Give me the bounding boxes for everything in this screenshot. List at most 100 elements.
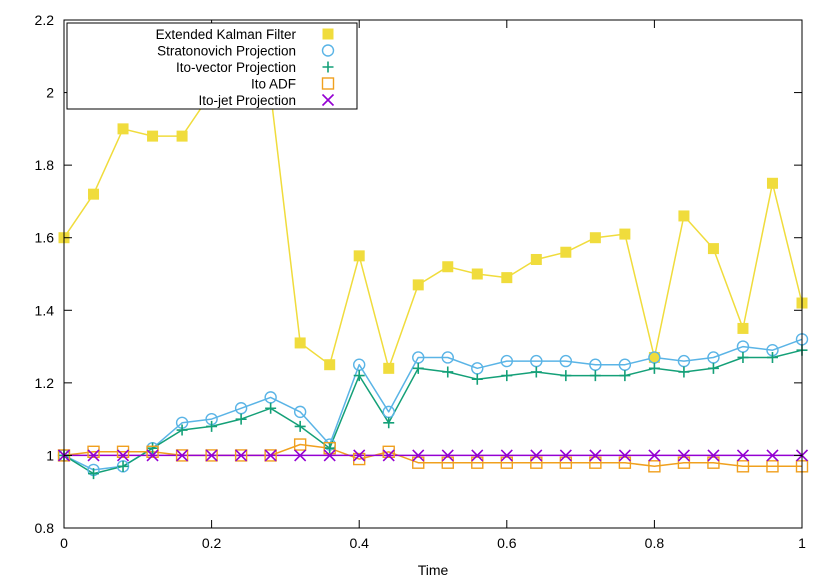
data-point bbox=[383, 417, 395, 429]
data-point bbox=[117, 123, 129, 135]
data-point bbox=[500, 354, 513, 368]
y-tick-label: 2 bbox=[46, 85, 54, 101]
data-point bbox=[412, 456, 425, 469]
data-point bbox=[294, 420, 306, 432]
data-point bbox=[264, 449, 277, 462]
y-tick-label: 0.8 bbox=[35, 520, 55, 536]
x-tick-label: 1 bbox=[798, 535, 806, 551]
data-point bbox=[176, 424, 188, 436]
data-point bbox=[678, 366, 690, 378]
data-point bbox=[471, 373, 483, 385]
legend-label: Ito-vector Projection bbox=[176, 60, 296, 75]
data-point bbox=[87, 445, 100, 458]
data-point bbox=[176, 130, 188, 142]
data-point bbox=[353, 449, 366, 462]
data-point bbox=[501, 370, 513, 382]
data-point bbox=[530, 456, 543, 469]
data-point bbox=[294, 337, 306, 349]
x-tick-label: 0.8 bbox=[645, 535, 665, 551]
data-point bbox=[677, 456, 691, 469]
data-point bbox=[500, 456, 513, 469]
data-point bbox=[618, 449, 631, 462]
data-point bbox=[234, 449, 248, 462]
data-point bbox=[323, 441, 336, 455]
data-point bbox=[737, 351, 749, 363]
data-point bbox=[736, 449, 750, 462]
data-point bbox=[500, 449, 513, 462]
data-point bbox=[441, 456, 454, 469]
data-point bbox=[559, 449, 572, 462]
data-point bbox=[559, 354, 573, 368]
data-point bbox=[559, 456, 573, 469]
legend-label: Ito-jet Projection bbox=[198, 93, 296, 108]
x-tick-label: 0.6 bbox=[497, 535, 517, 551]
legend-label: Ito ADF bbox=[251, 77, 296, 92]
x-tick-label: 0.4 bbox=[349, 535, 369, 551]
data-point bbox=[412, 449, 425, 462]
data-point bbox=[501, 272, 513, 284]
data-point bbox=[294, 449, 307, 462]
data-point bbox=[87, 449, 100, 462]
data-point bbox=[353, 250, 365, 262]
data-point bbox=[293, 405, 307, 419]
data-point bbox=[205, 449, 218, 462]
data-point bbox=[589, 232, 601, 244]
data-point bbox=[322, 28, 334, 40]
data-point bbox=[589, 449, 602, 462]
data-point bbox=[382, 449, 395, 462]
data-point bbox=[117, 460, 129, 472]
data-point bbox=[412, 362, 424, 374]
data-point bbox=[205, 449, 218, 462]
legend-box bbox=[66, 22, 358, 110]
data-point bbox=[707, 243, 719, 255]
data-point bbox=[146, 449, 159, 462]
data-point bbox=[648, 351, 660, 363]
data-point bbox=[471, 449, 484, 462]
y-tick-label: 1.6 bbox=[35, 230, 55, 246]
data-point bbox=[678, 210, 690, 222]
data-point bbox=[175, 449, 189, 462]
data-point bbox=[648, 449, 661, 462]
data-point bbox=[146, 445, 159, 458]
data-point bbox=[321, 93, 335, 107]
data-point bbox=[442, 366, 454, 378]
y-tick-label: 1 bbox=[46, 447, 54, 463]
data-point bbox=[560, 370, 572, 382]
legend-label: Extended Kalman Filter bbox=[156, 27, 297, 42]
data-point bbox=[412, 279, 424, 291]
data-point bbox=[353, 452, 366, 466]
data-point bbox=[530, 449, 543, 462]
data-point bbox=[206, 420, 218, 432]
y-tick-label: 1.8 bbox=[35, 157, 55, 173]
data-point bbox=[619, 370, 631, 382]
data-point bbox=[707, 362, 719, 374]
plot-frame bbox=[63, 19, 803, 529]
data-point bbox=[323, 449, 336, 462]
x-tick-label: 0 bbox=[60, 535, 68, 551]
data-point bbox=[707, 456, 720, 469]
y-tick-label: 1.4 bbox=[35, 302, 55, 318]
data-point bbox=[736, 460, 750, 473]
data-point bbox=[324, 359, 336, 371]
data-point bbox=[441, 449, 454, 462]
data-point bbox=[707, 449, 720, 462]
data-point bbox=[382, 445, 395, 458]
data-point bbox=[235, 449, 248, 462]
data-point bbox=[322, 61, 334, 73]
data-point bbox=[353, 370, 365, 382]
y-tick-label: 1.2 bbox=[35, 375, 55, 391]
data-point bbox=[766, 449, 779, 462]
data-point bbox=[88, 188, 100, 200]
data-point bbox=[619, 228, 631, 240]
data-point bbox=[677, 449, 690, 462]
series-line bbox=[63, 338, 803, 471]
series-line bbox=[63, 91, 803, 370]
data-point bbox=[324, 442, 336, 454]
data-point bbox=[766, 351, 778, 363]
data-point bbox=[321, 77, 335, 90]
data-point bbox=[648, 362, 660, 374]
data-point bbox=[293, 438, 307, 451]
data-point bbox=[116, 449, 130, 462]
data-point bbox=[766, 460, 779, 473]
data-point bbox=[235, 413, 247, 425]
